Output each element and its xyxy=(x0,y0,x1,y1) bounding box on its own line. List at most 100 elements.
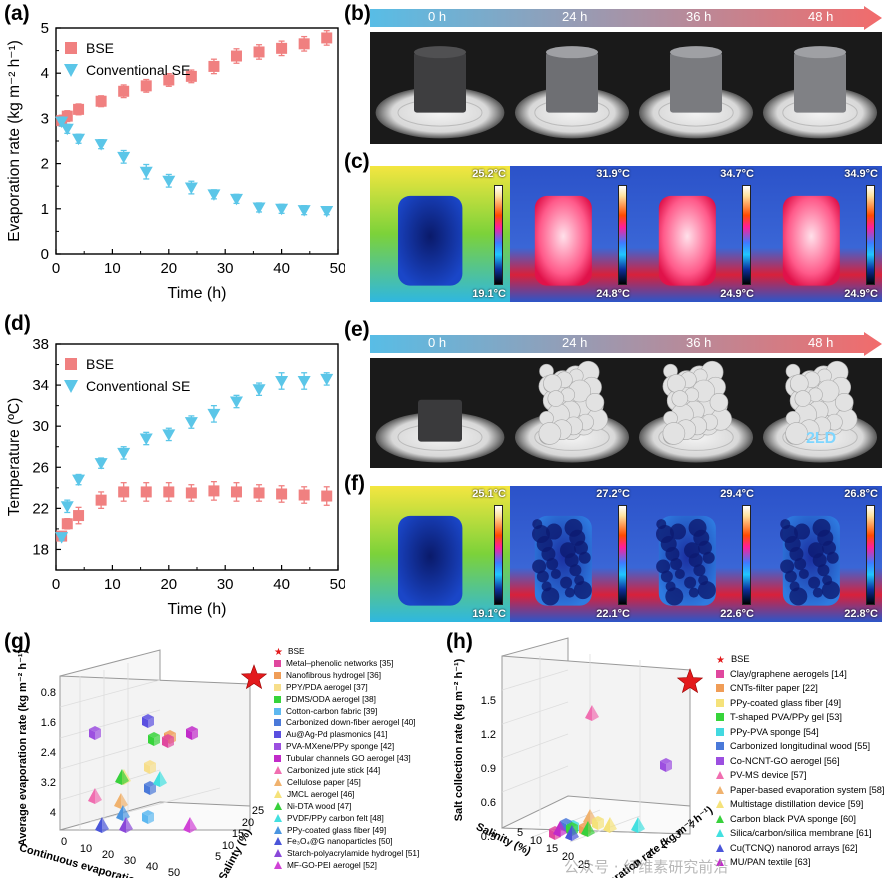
square-marker-icon xyxy=(274,731,281,739)
bse-data-point xyxy=(73,103,85,115)
grid-line xyxy=(501,733,569,759)
bse-data-point xyxy=(276,488,288,500)
cylinder-sample xyxy=(414,52,466,113)
legend-label: MF-GO-PEI aerogel [52] xyxy=(287,860,377,871)
cool-spot xyxy=(560,576,573,589)
conventional-se-data-point xyxy=(117,151,131,164)
conventional-se-data-point xyxy=(229,396,243,409)
y-tick-label: 10 xyxy=(222,840,234,852)
max-temperature-label: 31.9°C xyxy=(596,168,630,180)
cool-spot xyxy=(702,551,715,564)
legend-item: Carbonized jute stick [44] xyxy=(274,765,380,775)
triangle-marker-icon xyxy=(716,814,724,823)
y-tick-label: 3 xyxy=(675,829,681,841)
legend-label: PVDF/PPy carbon felt [48] xyxy=(287,812,384,823)
legend-label: Tubular channels GO aerogel [43] xyxy=(286,753,411,764)
cool-spot xyxy=(794,523,811,540)
x-tick-label: 20 xyxy=(160,260,177,277)
sample-heat-region xyxy=(398,515,463,606)
legend-label: Paper-based evaporation system [58] xyxy=(730,784,885,795)
bse-data-point xyxy=(61,518,73,530)
cylinder-sample xyxy=(794,52,846,113)
x-tick-label: 5 xyxy=(517,827,523,839)
thermal-image: 25.1°C 19.1°C xyxy=(370,486,510,622)
legend-label: Conventional SE xyxy=(86,378,190,394)
bse-data-point xyxy=(95,95,107,107)
timeline-b-label: 0 h xyxy=(428,9,447,24)
cool-spot xyxy=(817,564,830,577)
pyramid-face xyxy=(102,817,109,833)
square-marker-icon xyxy=(716,742,724,750)
max-temperature-label: 25.1°C xyxy=(472,488,506,500)
salt-crystal xyxy=(538,422,562,445)
legend-label: Co-NCNT-GO aerogel [56] xyxy=(730,755,840,766)
legend-label: BSE xyxy=(287,646,305,656)
sample-photo xyxy=(370,32,510,144)
cool-spot xyxy=(546,523,563,540)
legend-label: PDMS/ODA aerogel [38] xyxy=(286,693,376,704)
y-tick-label: 20 xyxy=(242,817,254,829)
sample-photo xyxy=(758,32,882,144)
cube-side xyxy=(89,729,95,740)
legend-item: Metal–phenolic networks [35] xyxy=(274,658,393,668)
legend-label: PPy-coated glass fiber [49] xyxy=(730,697,842,708)
x-tick-label: 10 xyxy=(104,260,121,277)
legend-label: Au@Ag-Pd plasmonics [41] xyxy=(286,729,388,740)
legend-item: PPY/PDA aerogel [37] xyxy=(274,682,368,692)
pyramid-face xyxy=(114,793,121,809)
salt-crystal xyxy=(785,422,808,445)
conventional-se-data-point xyxy=(94,139,108,151)
cylinder-top xyxy=(546,46,598,59)
pyramid-face xyxy=(572,825,579,841)
legend-item: MF-GO-PEI aerogel [52] xyxy=(274,860,377,870)
cool-spot xyxy=(665,547,680,561)
bse-data-point xyxy=(253,487,265,499)
z-tick-label: 2.4 xyxy=(41,747,56,759)
watermark: 公众号 · 纤维素研究前沿 xyxy=(564,858,729,876)
sample-mark: 2LD xyxy=(806,430,837,447)
temperature-scale-bar xyxy=(866,505,875,605)
thermal-image: 27.2°C 22.1°C xyxy=(510,486,634,622)
triangle-marker-icon xyxy=(274,837,282,846)
conventional-se-data-point xyxy=(72,133,86,146)
timeline-e-label: 0 h xyxy=(428,335,447,350)
legend-item: Starch-polyacrylamide hydrogel [51] xyxy=(274,848,419,858)
panel-label-b: (b) xyxy=(344,2,371,25)
square-marker-icon xyxy=(274,755,281,763)
conventional-se-data-point xyxy=(320,206,334,218)
cool-spot xyxy=(697,581,716,600)
bse-data-point xyxy=(208,60,220,72)
x-tick-label: 0 xyxy=(61,836,67,848)
cylinder-top xyxy=(794,46,846,59)
pyramid-face xyxy=(583,809,590,825)
panel-label-g: (g) xyxy=(4,630,31,653)
cube-side xyxy=(168,737,174,748)
cool-spot xyxy=(665,587,684,606)
x-tick-label: 15 xyxy=(546,843,558,855)
legend-item: ★ BSE xyxy=(274,646,305,658)
triangle-marker-icon xyxy=(274,813,282,822)
legend-item: JMCL aerogel [46] xyxy=(274,789,355,799)
z-tick-label: 0.6 xyxy=(481,797,496,809)
y-tick-label: 0 xyxy=(41,246,49,263)
z-tick-label: 1.6 xyxy=(41,717,56,729)
triangle-marker-icon xyxy=(716,858,724,866)
bse-data-point xyxy=(298,489,310,501)
cube-side xyxy=(154,735,160,746)
cube-side xyxy=(192,729,198,740)
legend-item: Multistage distillation device [59] xyxy=(716,799,863,809)
conventional-se-data-point xyxy=(162,175,176,188)
legend-item: PVA-MXene/PPy sponge [42] xyxy=(274,741,394,751)
legend-item: Cotton-carbon fabric [39] xyxy=(274,706,377,716)
max-temperature-label: 25.2°C xyxy=(472,168,506,180)
cool-spot xyxy=(670,523,687,540)
sample-photo xyxy=(510,358,634,468)
x-axis-label: Time (h) xyxy=(168,601,227,618)
legend-marker xyxy=(65,42,77,54)
temperature-scale-bar xyxy=(742,505,751,605)
cool-spot xyxy=(688,553,703,568)
legend-label: Carbonized down-fiber aerogel [40] xyxy=(286,717,416,728)
x-tick-label: 30 xyxy=(124,855,136,867)
cube-side xyxy=(95,729,101,740)
triangle-marker-icon xyxy=(274,861,282,870)
